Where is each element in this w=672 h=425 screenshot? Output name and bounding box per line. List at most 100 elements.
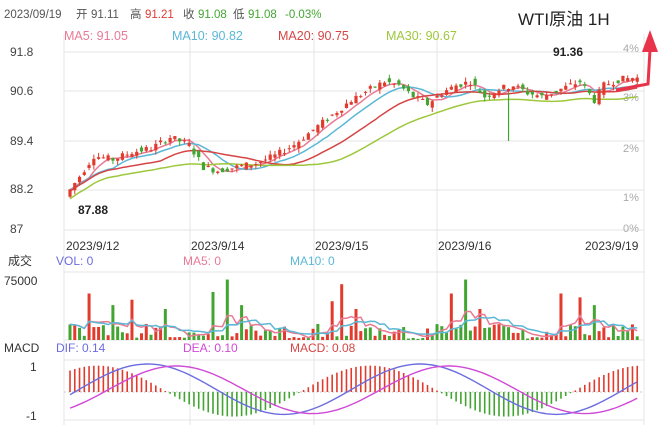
macd-bar [464,392,467,407]
candle-body [149,150,153,152]
macd-bar [383,367,386,392]
volume-bar [406,338,410,340]
volume-bar [564,336,568,340]
candle-body [263,159,268,161]
macd-bar [197,392,200,409]
candle-body [526,90,530,95]
volume-bar [287,338,291,340]
candle-body [435,95,439,98]
macd-bar [469,392,472,409]
percent-tick-label: 4% [623,43,639,55]
candle-body [511,86,515,90]
macd-bar [617,369,619,392]
date-tick-label: 2023/9/19 [585,239,639,253]
price-tick-label: 89.4 [10,134,34,148]
macd-bar [174,392,176,397]
macd-bar [131,373,133,392]
volume-bar [535,337,539,340]
date-tick-label: 2023/9/12 [66,239,120,253]
macd-bar [302,390,305,392]
macd-bar [135,375,138,392]
volume-bar [473,326,477,340]
volume-legend-item: VOL: 0 [56,254,94,268]
volume-bar [297,337,301,340]
macd-bar [188,392,190,405]
volume-bar [82,335,86,340]
candle-body [321,119,325,128]
volume-ma10-line [69,316,638,336]
candle-body [578,80,582,83]
macd-bar [598,377,600,392]
macd-bar [593,379,596,392]
volume-bar [540,337,544,340]
macd-histogram [69,365,639,417]
volume-bar [630,324,634,340]
candle-body [225,168,229,172]
volume-bar [583,334,587,340]
low-annotation: 87.88 [78,203,108,217]
volume-bar [278,328,282,340]
candle-body [220,168,225,173]
candle-body [87,164,91,169]
candle-body [187,142,191,146]
price-axis: 91.8 90.6 89.4 88.2 87 [10,45,34,236]
volume-legend-item: MA5: 0 [183,254,221,268]
volume-bar [268,330,272,340]
volume-bar [626,331,630,340]
macd-bar [350,367,353,392]
candle-body [316,125,320,133]
macd-bar [183,392,186,402]
volume-bar [478,309,482,340]
candle-body [402,84,406,89]
ma20-line [69,87,638,192]
candle-body [583,84,587,86]
volume-bar [321,336,325,340]
volume-bar [92,327,96,340]
candle-body [235,165,239,169]
volume-bar [302,337,306,340]
macd-bar [193,392,195,407]
candle-body [192,148,196,155]
volume-bar [507,327,511,340]
candle-body [378,82,382,90]
macd-bar [421,382,424,392]
macd-bar [126,371,128,392]
macd-bar [88,366,90,392]
volume-bar [273,335,277,340]
header-ohlc: 2023/09/19 开 91.11 高 91.21 收 91.08 低 91.… [4,7,321,21]
volume-bar [449,293,453,340]
candle-body [197,150,201,158]
volume-bar [616,335,620,340]
macd-bar [112,367,114,392]
volume-bar [602,327,606,340]
volume-bar [349,325,353,340]
volume-bar [497,324,501,340]
candle-body [383,82,387,86]
macd-bar [545,392,548,407]
candle-body [497,90,501,96]
candle-body [411,91,415,98]
candle-body [554,90,558,93]
candle-body [120,153,125,160]
macd-bar [307,387,310,392]
candle-body [359,96,363,98]
macd-bar [164,390,167,392]
candle-body [373,86,377,88]
candle-body [492,93,496,98]
percent-tick-label: 0% [623,223,639,235]
candle-body [587,89,592,94]
candle-body [483,90,487,98]
macd-bar [207,392,210,413]
volume-bar [578,297,582,340]
candle-body [268,154,272,160]
volume-bar [359,331,363,340]
volume-bar [254,330,258,340]
volume-bar [201,335,205,340]
candle-body [635,77,639,82]
candle-body [611,84,615,87]
macd-bar [388,368,391,392]
percent-tick-label: 2% [623,143,639,155]
volume-bar [611,324,615,340]
volume-bar [621,326,625,340]
macd-bar [359,366,362,392]
